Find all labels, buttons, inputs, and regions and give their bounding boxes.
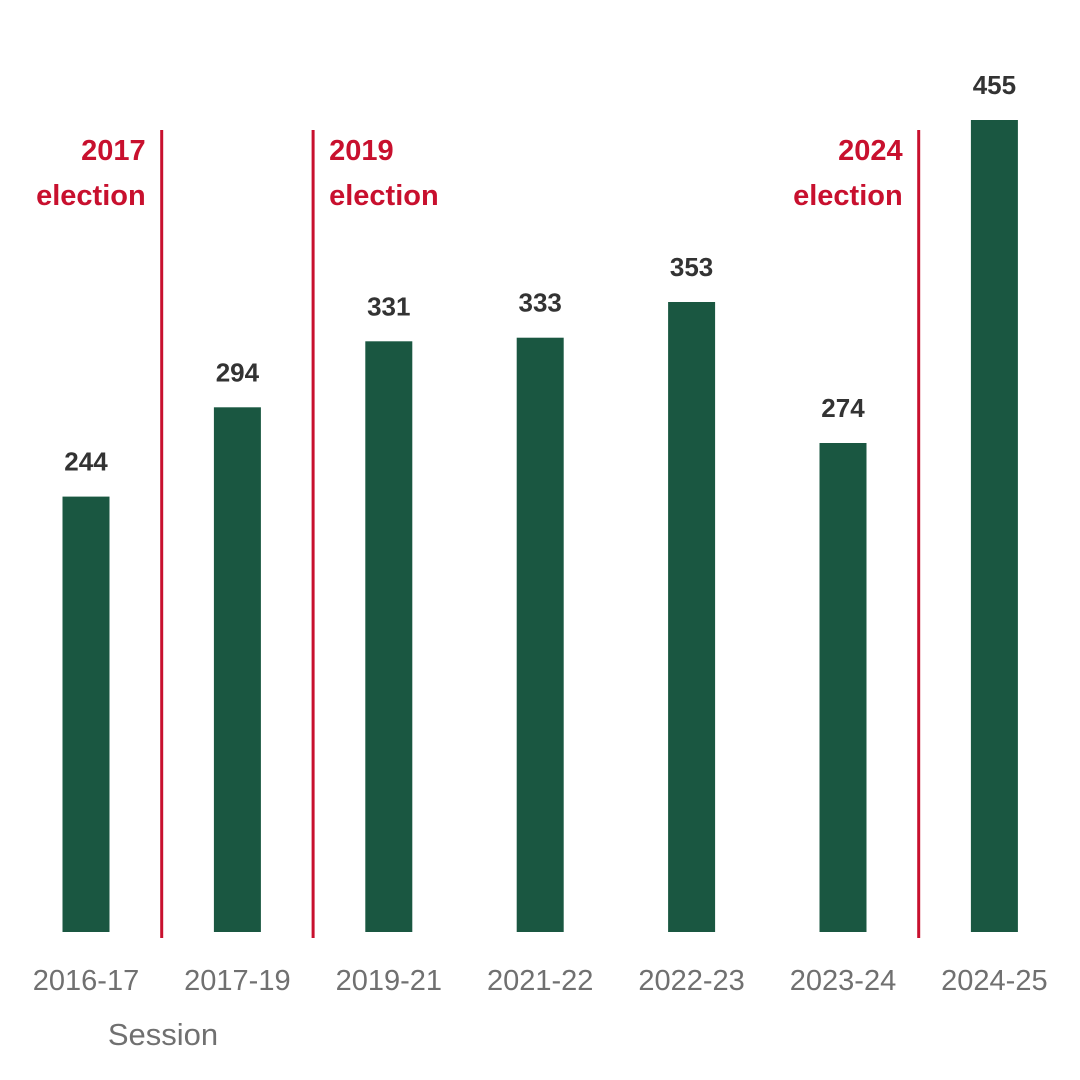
x-tick-labels: 2016-17 2017-19 2019-21 2021-22 2022-23 2023-… <box>33 965 1048 997</box>
election-label-2017: election <box>36 180 146 212</box>
election-year-2024: 2024 <box>838 135 903 167</box>
value-label-2016-17: 244 <box>64 447 108 477</box>
election-markers: 2017 election 2019 election 2024 election <box>36 130 921 938</box>
bar-2023-24 <box>819 443 867 932</box>
election-year-2019: 2019 <box>329 135 394 167</box>
election-label-2019: election <box>329 180 439 212</box>
x-tick-2019-21: 2019-21 <box>336 965 442 997</box>
x-tick-2023-24: 2023-24 <box>790 965 896 997</box>
bar-2021-22 <box>516 337 564 932</box>
value-label-2017-19: 294 <box>216 357 260 387</box>
value-label-2023-24: 274 <box>821 393 865 423</box>
x-tick-2024-25: 2024-25 <box>941 965 1047 997</box>
bar-2017-19 <box>213 407 261 932</box>
x-axis-title: Session <box>108 1017 218 1052</box>
bars <box>62 120 1018 932</box>
x-tick-2022-23: 2022-23 <box>638 965 744 997</box>
bar-2019-21 <box>365 341 413 932</box>
election-label-2024: election <box>793 180 903 212</box>
value-label-2024-25: 455 <box>973 70 1016 100</box>
value-label-2022-23: 353 <box>670 252 713 282</box>
value-label-2021-22: 333 <box>519 288 562 318</box>
value-label-2019-21: 331 <box>367 291 410 321</box>
x-tick-2021-22: 2021-22 <box>487 965 593 997</box>
bar-2024-25 <box>970 120 1018 932</box>
bar-2016-17 <box>62 496 110 932</box>
x-tick-2016-17: 2016-17 <box>33 965 139 997</box>
election-year-2017: 2017 <box>81 135 146 167</box>
bar-2022-23 <box>668 302 716 932</box>
x-tick-2017-19: 2017-19 <box>184 965 290 997</box>
value-labels: 244 294 331 333 353 274 455 <box>64 70 1016 477</box>
